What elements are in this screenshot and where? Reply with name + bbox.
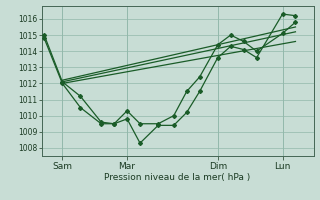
X-axis label: Pression niveau de la mer( hPa ): Pression niveau de la mer( hPa ) [104, 173, 251, 182]
